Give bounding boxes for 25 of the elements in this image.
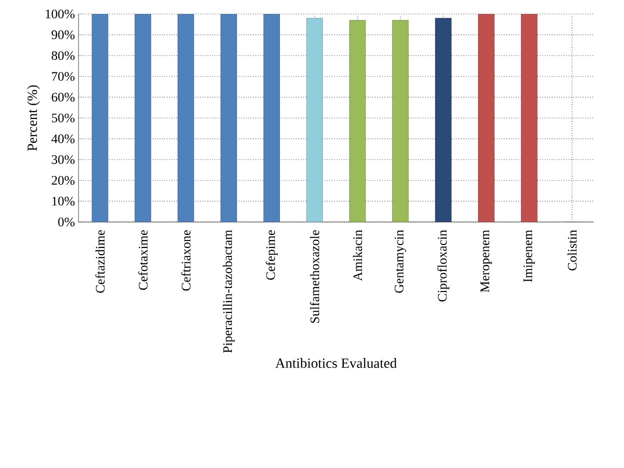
y-tick-label: 90%	[52, 30, 75, 40]
x-tick-label: Piperacillin-tazobactam	[222, 230, 235, 353]
y-tick-label: 30%	[52, 155, 75, 164]
y-axis-title: Percent (%)	[27, 85, 40, 151]
y-tick-label: 100%	[46, 10, 75, 18]
y-tick-label: 60%	[52, 92, 75, 102]
y-tick-label: 20%	[52, 176, 75, 185]
x-tick-label: Sulfamethoxazole	[310, 230, 320, 323]
x-tick-label: Cefotaxime	[138, 230, 148, 290]
y-tick-label: 10%	[52, 196, 75, 206]
y-tick-label: 50%	[52, 114, 75, 122]
x-axis-title: Antibiotics Evaluated	[275, 358, 397, 368]
y-tick-label: 70%	[52, 72, 75, 81]
x-tick-label: Ciprofloxacin	[437, 230, 450, 302]
y-tick-label: 40%	[51, 134, 75, 144]
y-tick-label: 0%	[58, 218, 75, 226]
x-tick-label: Ceftazidime	[95, 230, 105, 293]
x-tick-label: Colistin	[568, 230, 577, 270]
x-tick-label: Meropenem	[480, 230, 492, 292]
x-tick-label: Cefepime	[266, 230, 278, 280]
x-tick-label: Gentamycin	[394, 230, 406, 293]
x-tick-label: Amikacin	[352, 230, 362, 281]
x-tick-label: Imipenem	[523, 230, 535, 282]
x-tick-label: Ceftriaxone	[181, 230, 190, 291]
y-tick-label: 80%	[52, 51, 75, 60]
